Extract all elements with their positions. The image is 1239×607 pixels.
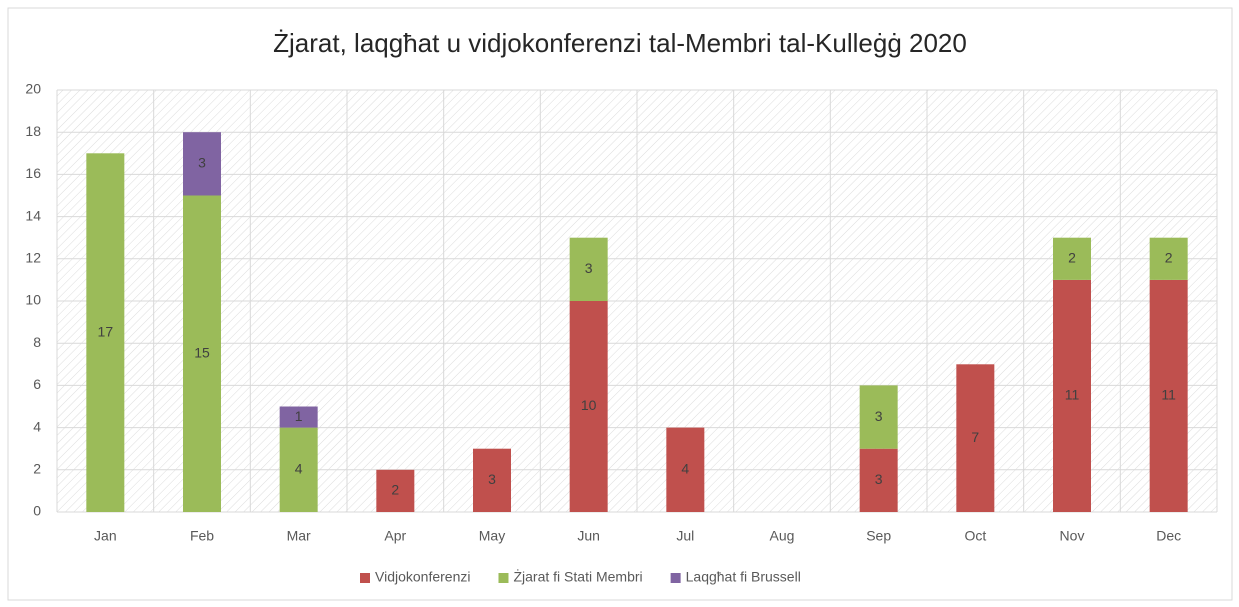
y-tick-label: 10	[25, 292, 41, 308]
legend-swatch	[360, 573, 370, 583]
bar-segment	[1053, 237, 1091, 280]
x-tick-label: Oct	[964, 528, 986, 544]
bar-segment	[569, 237, 608, 301]
bar-segment	[569, 301, 608, 512]
bar-segment	[473, 448, 511, 512]
bar-segment	[183, 195, 221, 512]
x-tick-label: Mar	[287, 528, 311, 544]
y-tick-label: 18	[25, 123, 41, 139]
x-tick-label: May	[479, 528, 505, 544]
chart-title: Żjarat, laqgħat u vidjokonferenzi tal-Me…	[273, 28, 967, 58]
bar-segment	[666, 427, 705, 512]
data-label: 7	[971, 429, 979, 445]
data-label: 3	[875, 471, 883, 487]
y-tick-label: 16	[25, 165, 41, 181]
bar-segment	[279, 427, 318, 512]
data-label: 2	[391, 482, 399, 498]
bar-segment	[956, 364, 995, 512]
x-tick-label: Apr	[384, 528, 406, 544]
bar-segment	[183, 132, 221, 196]
bar-segment	[1053, 279, 1091, 512]
data-label: 11	[1161, 387, 1176, 403]
data-label: 1	[295, 408, 303, 424]
legend-label: Laqgħat fi Brussell	[686, 569, 801, 585]
x-tick-label: Sep	[866, 528, 891, 544]
legend-swatch	[670, 573, 681, 583]
x-tick-label: Dec	[1156, 528, 1181, 544]
bar-segment	[279, 406, 318, 428]
legend-label: Vidjokonferenzi	[375, 569, 470, 585]
x-tick-label: Jan	[94, 528, 117, 544]
data-label: 3	[198, 155, 206, 171]
legend-label: Żjarat fi Stati Membri	[513, 568, 642, 585]
y-tick-label: 4	[33, 418, 41, 434]
x-tick-label: Jul	[676, 528, 694, 544]
y-tick-label: 8	[33, 334, 41, 350]
y-tick-label: 2	[33, 461, 41, 477]
x-tick-label: Nov	[1060, 528, 1085, 544]
data-label: 3	[488, 471, 496, 487]
data-label: 2	[1165, 250, 1173, 266]
y-tick-label: 0	[33, 503, 41, 519]
legend-swatch	[498, 573, 509, 583]
bar-segment	[376, 469, 415, 512]
x-tick-label: Feb	[190, 528, 214, 544]
y-tick-label: 12	[25, 250, 41, 266]
x-tick-label: Aug	[770, 528, 795, 544]
data-label: 15	[194, 344, 210, 360]
bar-segment	[86, 153, 125, 513]
bar-segment	[1149, 237, 1188, 280]
bar-segment	[1149, 279, 1188, 512]
x-tick-label: Jun	[577, 528, 600, 544]
y-tick-label: 6	[33, 376, 41, 392]
data-label: 2	[1068, 250, 1076, 266]
y-tick-label: 20	[25, 81, 41, 97]
data-label: 4	[295, 461, 303, 477]
y-tick-label: 14	[25, 207, 41, 223]
data-label: 17	[98, 323, 114, 339]
bar-segment	[859, 385, 898, 449]
bar-segment	[859, 448, 898, 512]
data-label: 4	[681, 461, 689, 477]
data-label: 11	[1065, 387, 1080, 403]
data-label: 3	[875, 408, 883, 424]
data-label: 10	[581, 397, 597, 413]
data-label: 3	[585, 260, 593, 276]
